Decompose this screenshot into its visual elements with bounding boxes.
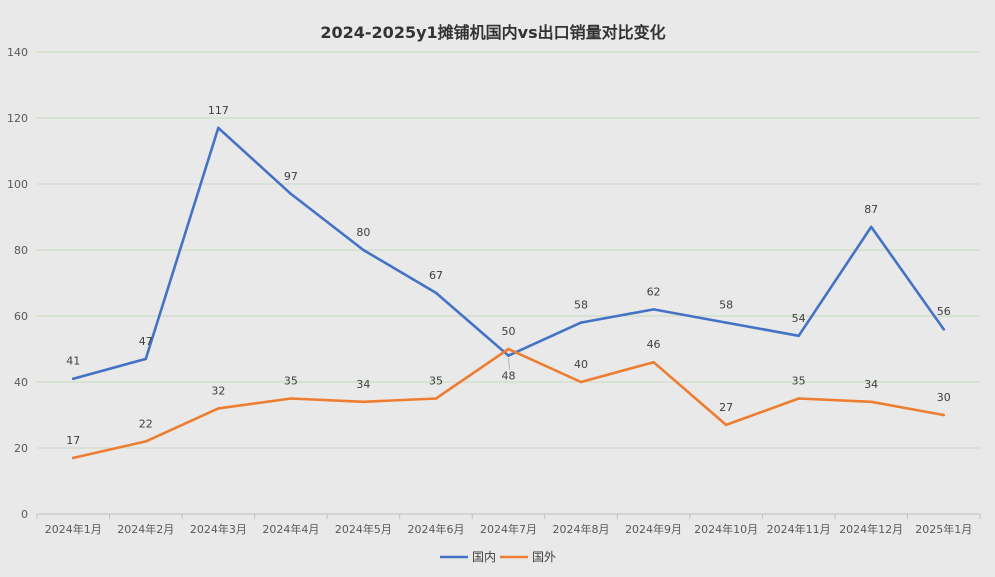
y-tick-label: 20 [14, 442, 28, 455]
chart-title: 2024-2025y1摊铺机国内vs出口销量对比变化 [320, 23, 665, 42]
data-label: 32 [211, 384, 225, 397]
data-point [942, 327, 946, 331]
data-label: 40 [574, 358, 588, 371]
series-line-1 [72, 347, 946, 460]
x-tick-label: 2024年6月 [407, 522, 464, 536]
x-tick-label: 2024年7月 [480, 522, 537, 536]
data-label: 35 [284, 375, 298, 388]
y-axis: 0 20 40 60 80 100 120 140 [7, 46, 28, 521]
data-label: 47 [139, 335, 153, 348]
x-tick-label: 2024年5月 [335, 522, 392, 536]
data-label: 48 [502, 370, 516, 383]
data-label: 34 [864, 378, 878, 391]
data-point [652, 308, 655, 311]
x-tick-label: 2024年2月 [117, 522, 174, 536]
data-label: 62 [647, 285, 661, 298]
data-point [289, 192, 293, 196]
data-point [869, 225, 873, 229]
data-label: 87 [864, 203, 878, 216]
data-point [507, 347, 510, 351]
data-point [144, 357, 148, 361]
data-point [797, 397, 800, 400]
y-tick-label: 120 [7, 112, 28, 125]
data-label: 117 [208, 104, 229, 117]
data-point [289, 397, 293, 400]
series-line-0 [72, 126, 946, 381]
data-label: 54 [792, 312, 806, 325]
data-label: 58 [574, 299, 588, 312]
data-label: 34 [356, 378, 370, 391]
data-point [362, 248, 365, 252]
data-point [579, 380, 583, 384]
data-point [362, 400, 365, 404]
data-label: 35 [792, 375, 806, 388]
data-label: 56 [937, 305, 951, 318]
x-tick-label: 2024年11月 [767, 522, 831, 536]
data-point [434, 291, 438, 295]
x-tick-label: 2024年8月 [553, 522, 610, 536]
data-point [797, 334, 800, 338]
data-label: 80 [356, 226, 370, 239]
x-tick-label: 2025年1月 [915, 522, 972, 536]
x-tick-label: 2024年10月 [694, 522, 758, 536]
y-tick-label: 80 [14, 244, 28, 257]
data-point [144, 440, 148, 443]
legend-label-0: 国内 [472, 550, 496, 564]
data-label: 58 [719, 299, 733, 312]
data-point [434, 397, 438, 400]
legend-label-1: 国外 [532, 550, 556, 564]
x-tick-label: 2024年12月 [839, 522, 903, 536]
data-point [217, 407, 220, 410]
y-tick-label: 100 [7, 178, 28, 191]
data-point [579, 321, 583, 324]
data-point [724, 321, 728, 324]
data-point [71, 377, 75, 381]
legend: 国内 国外 [440, 550, 556, 564]
y-tick-label: 0 [21, 508, 28, 521]
x-tick-label: 2024年1月 [45, 522, 102, 536]
data-label: 17 [66, 434, 80, 447]
data-point [217, 126, 220, 130]
data-labels: 41 47 117 97 80 67 48 58 62 58 54 87 56 17 22 32 35 34 35 5… [66, 104, 950, 447]
series-lines [71, 126, 946, 460]
data-label: 30 [937, 391, 951, 404]
data-point [869, 400, 873, 404]
data-label: 22 [139, 417, 153, 430]
data-point [507, 354, 510, 357]
data-point [71, 456, 75, 460]
data-label: 27 [719, 401, 733, 414]
x-tick-label: 2024年9月 [625, 522, 682, 536]
x-tick-label: 2024年3月 [190, 522, 247, 536]
data-label: 35 [429, 375, 443, 388]
x-tick-label: 2024年4月 [262, 522, 319, 536]
data-label: 41 [66, 355, 80, 368]
data-label: 67 [429, 269, 443, 282]
y-tick-label: 60 [14, 310, 28, 323]
data-label: 50 [502, 325, 516, 338]
data-point [724, 423, 728, 427]
data-point [652, 360, 655, 364]
y-tick-label: 140 [7, 46, 28, 59]
data-point [942, 413, 946, 417]
data-label: 97 [284, 170, 298, 183]
y-tick-label: 40 [14, 376, 28, 389]
x-axis: 2024年1月 2024年2月 2024年3月 2024年4月 2024年5月 2024年… [36, 514, 981, 536]
leader-line [508, 357, 510, 370]
data-label: 46 [647, 338, 661, 351]
gridlines [37, 51, 980, 515]
